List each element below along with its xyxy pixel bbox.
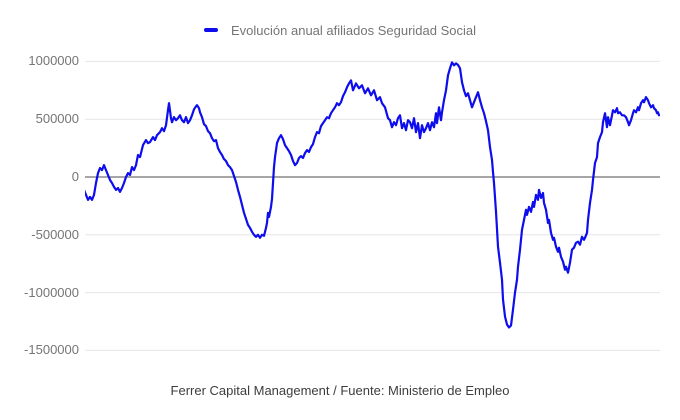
y-axis-tick-label: -1000000 bbox=[24, 284, 79, 300]
series-line bbox=[85, 61, 661, 329]
y-axis-tick-label: 500000 bbox=[35, 111, 79, 127]
y-axis-labels: 1000000 500000 0 -500000 -1000000 -1500000 bbox=[0, 0, 79, 420]
chart-legend: Evolución anual afiliados Seguridad Soci… bbox=[0, 21, 680, 39]
line-chart-plot-area bbox=[85, 60, 661, 351]
y-axis-tick-label: 0 bbox=[71, 169, 79, 184]
y-axis-tick-label: -500000 bbox=[31, 226, 79, 242]
chart-source-caption: Ferrer Capital Management / Fuente: Mini… bbox=[170, 383, 510, 398]
legend-series-label: Evolución anual afiliados Seguridad Soci… bbox=[231, 22, 476, 38]
y-axis-tick-label: 1000000 bbox=[28, 53, 79, 69]
legend-series-marker-icon bbox=[204, 28, 218, 32]
y-axis-tick-label: -1500000 bbox=[24, 342, 79, 358]
